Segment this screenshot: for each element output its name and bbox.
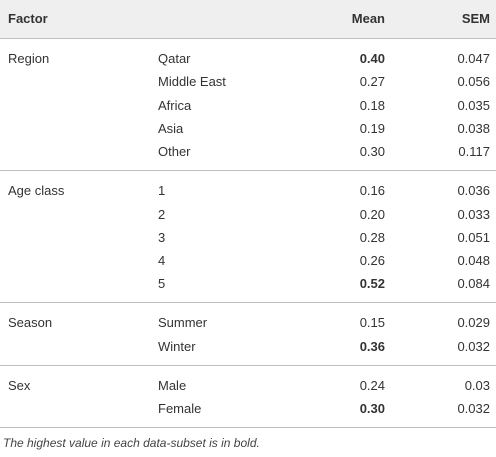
header-mean: Mean	[351, 11, 385, 26]
level-label: Asia	[158, 120, 184, 136]
mean-value: 0.30	[359, 144, 385, 160]
rule	[0, 170, 496, 172]
factor-label: Sex	[8, 377, 31, 393]
factor-label: Season	[8, 315, 53, 331]
mean-value: 0.30	[359, 401, 385, 416]
header-factor: Factor	[8, 11, 48, 26]
level-label: Qatar	[158, 51, 191, 66]
sem-value: 0.03	[464, 377, 490, 393]
mean-value: 0.36	[359, 338, 385, 354]
mean-value: 0.26	[359, 253, 385, 269]
sem-value: 0.032	[457, 338, 490, 354]
header-sem: SEM	[461, 11, 490, 26]
mean-value: 0.15	[359, 315, 385, 331]
mean-value: 0.27	[359, 74, 385, 90]
sem-value: 0.032	[457, 401, 490, 416]
sem-value: 0.048	[457, 253, 490, 269]
level-label: Winter	[158, 338, 196, 354]
footnote: The highest value in each data-subset is…	[3, 436, 260, 450]
level-label: 1	[158, 183, 166, 199]
level-label: 3	[158, 229, 166, 245]
factor-label: Age class	[8, 183, 65, 199]
level-label: 4	[158, 253, 166, 269]
factor-label: Region	[8, 51, 50, 66]
sem-value: 0.084	[457, 276, 490, 292]
rule	[0, 302, 496, 304]
sem-value: 0.047	[457, 51, 490, 66]
mean-value: 0.52	[359, 276, 385, 292]
level-label: Summer	[158, 315, 208, 331]
sem-value: 0.029	[457, 315, 490, 331]
sem-value: 0.051	[457, 229, 490, 245]
sem-value: 0.036	[457, 183, 490, 199]
sem-value: 0.117	[458, 144, 490, 160]
header-background	[0, 0, 496, 38]
sem-value: 0.056	[457, 74, 490, 90]
rule	[0, 38, 496, 39]
sem-value: 0.033	[457, 206, 490, 222]
mean-value: 0.24	[359, 377, 385, 393]
rule	[0, 427, 496, 428]
level-label: Africa	[158, 97, 192, 113]
sem-value: 0.038	[457, 120, 490, 136]
level-label: 5	[158, 276, 166, 292]
mean-value: 0.40	[359, 51, 385, 66]
mean-value: 0.20	[359, 206, 385, 222]
sem-value: 0.035	[457, 97, 490, 113]
level-label: Other	[158, 144, 191, 160]
level-label: Female	[158, 401, 202, 416]
level-label: 2	[158, 206, 166, 222]
mean-value: 0.19	[359, 120, 385, 136]
mean-value: 0.28	[359, 229, 385, 245]
level-label: Male	[158, 377, 187, 393]
level-label: Middle East	[158, 74, 226, 90]
rule	[0, 364, 496, 366]
mean-value: 0.16	[359, 183, 385, 199]
mean-value: 0.18	[359, 97, 385, 113]
